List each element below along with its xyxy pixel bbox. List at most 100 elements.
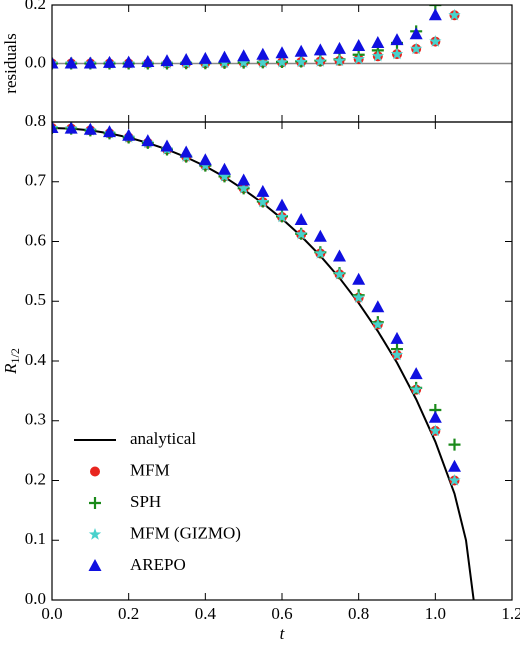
marker-star <box>371 318 385 330</box>
x-tick-label: 0.2 <box>118 604 139 623</box>
y-tick-label: 0.6 <box>25 230 46 249</box>
marker-triangle <box>371 300 385 313</box>
marker-triangle <box>294 44 308 57</box>
y-axis-label-main: R <box>1 363 20 375</box>
marker-triangle <box>218 162 231 175</box>
marker-triangle <box>275 198 289 211</box>
y-tick-label: 0.8 <box>25 111 46 130</box>
plot-area <box>52 5 461 70</box>
marker-triangle <box>198 51 212 64</box>
marker-triangle <box>83 56 97 69</box>
marker-star <box>333 54 346 67</box>
marker-triangle <box>371 36 385 49</box>
marker-triangle <box>428 8 442 21</box>
marker-triangle <box>333 249 346 262</box>
marker-triangle <box>409 367 423 380</box>
y-tick-label: 0.2 <box>25 0 46 13</box>
marker-star <box>352 52 365 65</box>
marker-triangle <box>218 50 231 63</box>
marker-triangle <box>64 122 78 134</box>
y-tick-label: 0.4 <box>25 350 47 369</box>
marker-triangle <box>64 56 78 69</box>
marker-star <box>390 348 404 361</box>
marker-star <box>371 49 385 62</box>
marker-star <box>448 474 461 486</box>
marker-triangle <box>352 272 366 285</box>
marker-star <box>314 54 327 67</box>
marker-star <box>448 8 461 21</box>
marker-star <box>429 35 442 47</box>
plot-area <box>52 122 475 600</box>
marker-triangle <box>237 49 251 62</box>
legend-marker <box>88 559 102 571</box>
frame <box>51 121 513 601</box>
marker-star <box>237 56 250 68</box>
marker-plus <box>52 122 58 134</box>
marker-triangle <box>103 55 116 68</box>
marker-plus <box>448 438 461 451</box>
marker-star <box>256 56 270 68</box>
y-tick-label: 0.5 <box>25 290 46 309</box>
y-axis-label-sub: 1/2 <box>8 348 22 363</box>
marker-triangle <box>256 184 270 197</box>
marker-triangle <box>448 459 461 472</box>
marker-star <box>294 55 308 68</box>
y-tick-label: 0.3 <box>25 410 46 429</box>
marker-star <box>218 169 231 182</box>
marker-triangle <box>198 153 212 166</box>
marker-star <box>256 195 270 208</box>
y-tick-label: 0.0 <box>25 52 46 71</box>
legend-label: analytical <box>130 429 196 448</box>
legend-label: SPH <box>130 492 161 511</box>
legend-label: MFM (GIZMO) <box>130 523 241 542</box>
marker-triangle <box>52 122 59 133</box>
marker-triangle <box>160 139 174 152</box>
marker-triangle <box>237 173 251 186</box>
y-axis-label: R1/2 <box>1 348 22 375</box>
marker-triangle <box>122 55 136 68</box>
marker-star <box>294 227 308 240</box>
marker-triangle <box>390 331 404 344</box>
y-tick-label: 0.7 <box>25 171 47 190</box>
marker-triangle <box>390 33 404 46</box>
marker-triangle <box>352 38 366 51</box>
marker-triangle <box>428 410 442 423</box>
marker-triangle <box>122 128 136 141</box>
x-tick-label: 0.6 <box>271 604 292 623</box>
y-axis-label: residuals <box>1 33 20 93</box>
y-tick-label: 0.0 <box>25 589 46 608</box>
marker-triangle <box>179 52 193 65</box>
marker-triangle <box>313 229 327 242</box>
legend-marker <box>90 466 100 477</box>
marker-star <box>390 47 404 60</box>
marker-triangle <box>160 54 174 67</box>
marker-triangle <box>52 56 59 69</box>
marker-triangle <box>294 212 308 225</box>
x-tick-label: 0.0 <box>41 604 62 623</box>
marker-triangle <box>313 43 327 56</box>
x-tick-label: 1.0 <box>425 604 446 623</box>
marker-star <box>429 424 442 437</box>
marker-triangle <box>409 27 423 40</box>
legend-marker <box>88 528 102 540</box>
x-tick-label: 0.8 <box>348 604 369 623</box>
marker-triangle <box>333 41 346 54</box>
marker-triangle <box>103 125 116 138</box>
marker-triangle <box>275 46 289 59</box>
y-tick-label: 0.1 <box>25 529 46 548</box>
marker-triangle <box>83 122 97 135</box>
legend-marker <box>89 497 101 509</box>
y-tick-label: 0.2 <box>25 469 46 488</box>
x-axis-label: t <box>280 624 286 643</box>
marker-star <box>333 267 346 280</box>
legend-label: AREPO <box>130 555 186 574</box>
marker-star <box>314 246 327 259</box>
marker-star <box>352 291 365 303</box>
x-tick-label: 0.4 <box>195 604 217 623</box>
legend-label: MFM <box>130 460 170 479</box>
marker-triangle <box>141 134 155 147</box>
marker-star <box>275 210 289 223</box>
marker-star <box>275 55 289 68</box>
marker-triangle <box>141 55 155 68</box>
